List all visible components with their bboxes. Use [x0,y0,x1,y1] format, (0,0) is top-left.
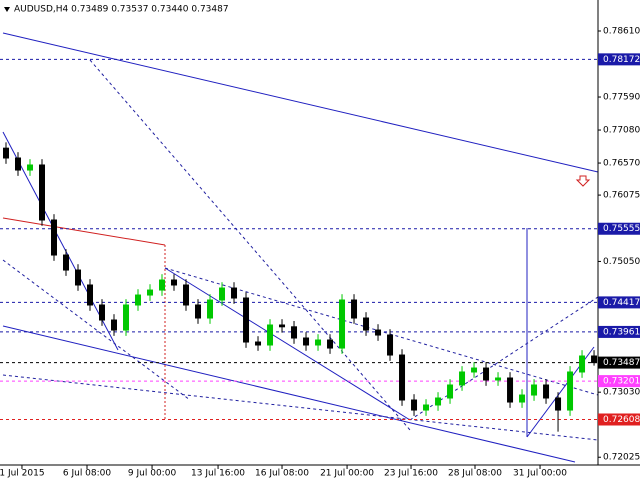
candle-body [267,324,274,346]
candle-body [147,289,154,296]
y-tick-label: 0.72025 [603,453,640,463]
x-tick-label: 13 Jul 16:00 [191,469,245,479]
candle-body [303,337,310,346]
candle-body [459,371,466,386]
candle-body [123,304,130,331]
level-label-bg [598,356,640,369]
level-label: 0.72608 [603,415,640,425]
candle-body [435,397,442,406]
level-label: 0.73201 [603,377,640,387]
level-label-bg [598,53,640,66]
candle-body [495,377,502,381]
candle-body [375,329,382,336]
x-tick-label: 21 Jul 00:00 [320,469,374,479]
candle-body [279,324,286,328]
chart-title: AUDUSD,H4 0.73489 0.73537 0.73440 0.7348… [14,5,229,15]
candle-body [531,384,538,396]
candle-body [315,339,322,346]
candle-body [243,297,250,343]
candle-body [51,219,58,256]
candle-body [579,355,586,373]
candle-body [99,304,106,321]
candle-body [63,254,70,271]
level-label-bg [598,296,640,309]
level-label-bg [598,413,640,426]
plot [0,58,598,432]
y-tick-label: 0.75050 [603,257,640,267]
y-tick-label: 0.76570 [603,159,640,169]
dashed-line [2,374,599,441]
x-tick-label: 9 Jul 00:00 [128,469,177,479]
candle-body [231,287,238,299]
candle-body [207,299,214,319]
candle-body [399,354,406,401]
y-tick-label: 0.77080 [603,126,640,136]
level-label: 0.73487 [603,358,640,368]
x-tick-label: 6 Jul 08:00 [63,469,112,479]
candle-body [555,397,562,411]
x-tick-label: 1 Jul 2015 [0,469,45,479]
level-label: 0.75555 [603,224,640,234]
candle-body [255,341,262,346]
candle-body [543,384,550,399]
x-tick-label: 23 Jul 16:00 [384,469,438,479]
trend-line [2,131,119,351]
candle-body [39,164,46,221]
candle-body [111,319,118,331]
candle-body [159,279,166,291]
menu-icon [4,7,10,12]
x-tick-label: 16 Jul 08:00 [255,469,309,479]
candle-body [363,317,370,331]
y-tick-label: 0.76075 [603,191,640,201]
candle-body [591,355,598,364]
trend-line [164,267,411,421]
level-label: 0.74417 [603,298,640,308]
candle-body [135,294,142,306]
candle-body [291,326,298,339]
candle-body [87,284,94,306]
candle-body [327,339,334,349]
candle-body [483,367,490,381]
x-tick-label: 28 Jul 08:00 [448,469,502,479]
candle-body [411,399,418,411]
trend-lines [2,32,599,463]
candle-body [27,164,34,171]
candle-body [471,367,478,373]
y-tick-label: 0.78610 [603,27,640,37]
x-tick-label: 31 Jul 00:00 [513,469,567,479]
candle-body [351,299,358,319]
candle-body [195,304,202,319]
trend-line [2,325,576,463]
candle-body [447,384,454,399]
candle-body [339,299,346,349]
candle-body [567,371,574,411]
dashed-line [2,259,191,401]
arrow-icon [575,175,591,187]
candle-body [75,269,82,286]
candle-body [519,394,526,403]
candle-body [15,157,22,171]
candle-body [3,147,10,159]
candle-body [183,284,190,306]
y-tick-label: 0.73030 [603,388,640,398]
candle-body [423,404,430,411]
candle-body [219,287,226,301]
level-label: 0.73961 [603,327,640,337]
level-label-bg [598,222,640,235]
trend-line [2,32,599,173]
level-label: 0.78172 [603,55,640,65]
candle-body [507,377,514,403]
y-tick-label: 0.77590 [603,93,640,103]
trend-line [2,217,166,246]
level-label-bg [598,375,640,388]
candle-body [171,279,178,286]
dashed-line [409,296,599,421]
level-label-bg [598,325,640,338]
candle-body [387,334,394,356]
